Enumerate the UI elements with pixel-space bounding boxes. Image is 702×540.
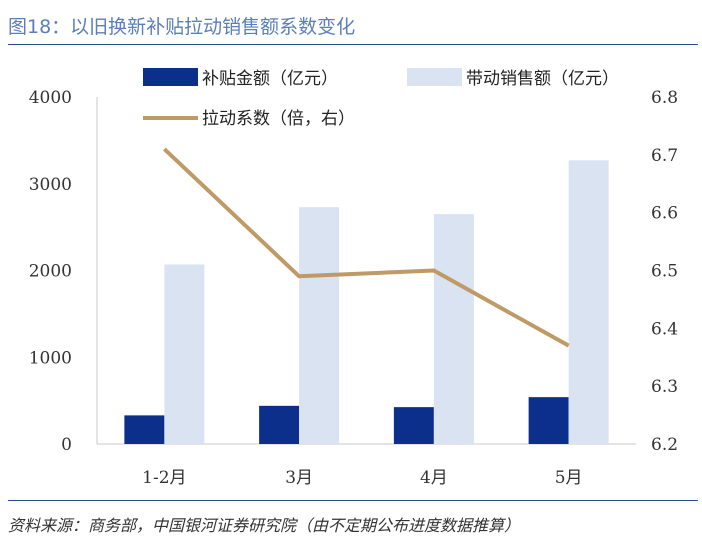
bar-sales <box>299 207 340 444</box>
legend-swatch-subsidy <box>143 68 198 86</box>
legend-swatch-sales <box>407 68 462 86</box>
bar-sales <box>568 160 609 444</box>
legend-label-coefficient: 拉动系数（倍，右） <box>202 109 355 129</box>
bar-sales <box>164 264 205 444</box>
chart-bars <box>124 160 609 444</box>
legend-label-subsidy: 补贴金额（亿元） <box>202 69 338 89</box>
bar-subsidy <box>259 405 300 444</box>
bar-subsidy <box>124 415 165 444</box>
x-tick-label: 1-2月 <box>142 468 186 488</box>
x-tick-label: 5月 <box>555 468 583 488</box>
y-right-tick-label: 6.6 <box>651 204 678 224</box>
source-rule <box>8 500 698 501</box>
chart-axes: 0 1000 2000 3000 4000 6.2 6.3 6.4 6.5 6.6 6.7 6.8 1-… <box>29 88 678 488</box>
y-right-tick-label: 6.2 <box>651 435 678 455</box>
y-right-tick-label: 6.8 <box>651 88 678 108</box>
chart-legend: 补贴金额（亿元） 带动销售额（亿元） 拉动系数（倍，右） <box>143 68 619 129</box>
title-rule <box>8 44 698 45</box>
chart-line <box>163 147 570 348</box>
y-right-tick-label: 6.5 <box>651 262 678 282</box>
bar-sales <box>433 214 474 444</box>
x-tick-label: 3月 <box>285 468 313 488</box>
y-left-tick-label: 0 <box>61 435 72 455</box>
x-tick-label: 4月 <box>420 468 448 488</box>
y-right-tick-label: 6.3 <box>651 377 678 397</box>
y-left-tick-label: 2000 <box>29 262 72 282</box>
y-right-tick-label: 6.4 <box>651 319 678 339</box>
bar-subsidy <box>393 407 434 444</box>
legend-label-sales: 带动销售额（亿元） <box>466 69 619 89</box>
y-left-tick-label: 3000 <box>29 175 72 195</box>
y-left-tick-label: 4000 <box>29 88 72 108</box>
y-right-tick-label: 6.7 <box>651 146 678 166</box>
figure-title: 图18：以旧换新补贴拉动销售额系数变化 <box>8 16 356 38</box>
bar-subsidy <box>528 397 569 444</box>
source-note: 资料来源：商务部，中国银河证券研究院（由不定期公布进度数据推算） <box>8 516 521 535</box>
y-left-tick-label: 1000 <box>29 348 72 368</box>
series-line-coefficient <box>163 147 570 348</box>
